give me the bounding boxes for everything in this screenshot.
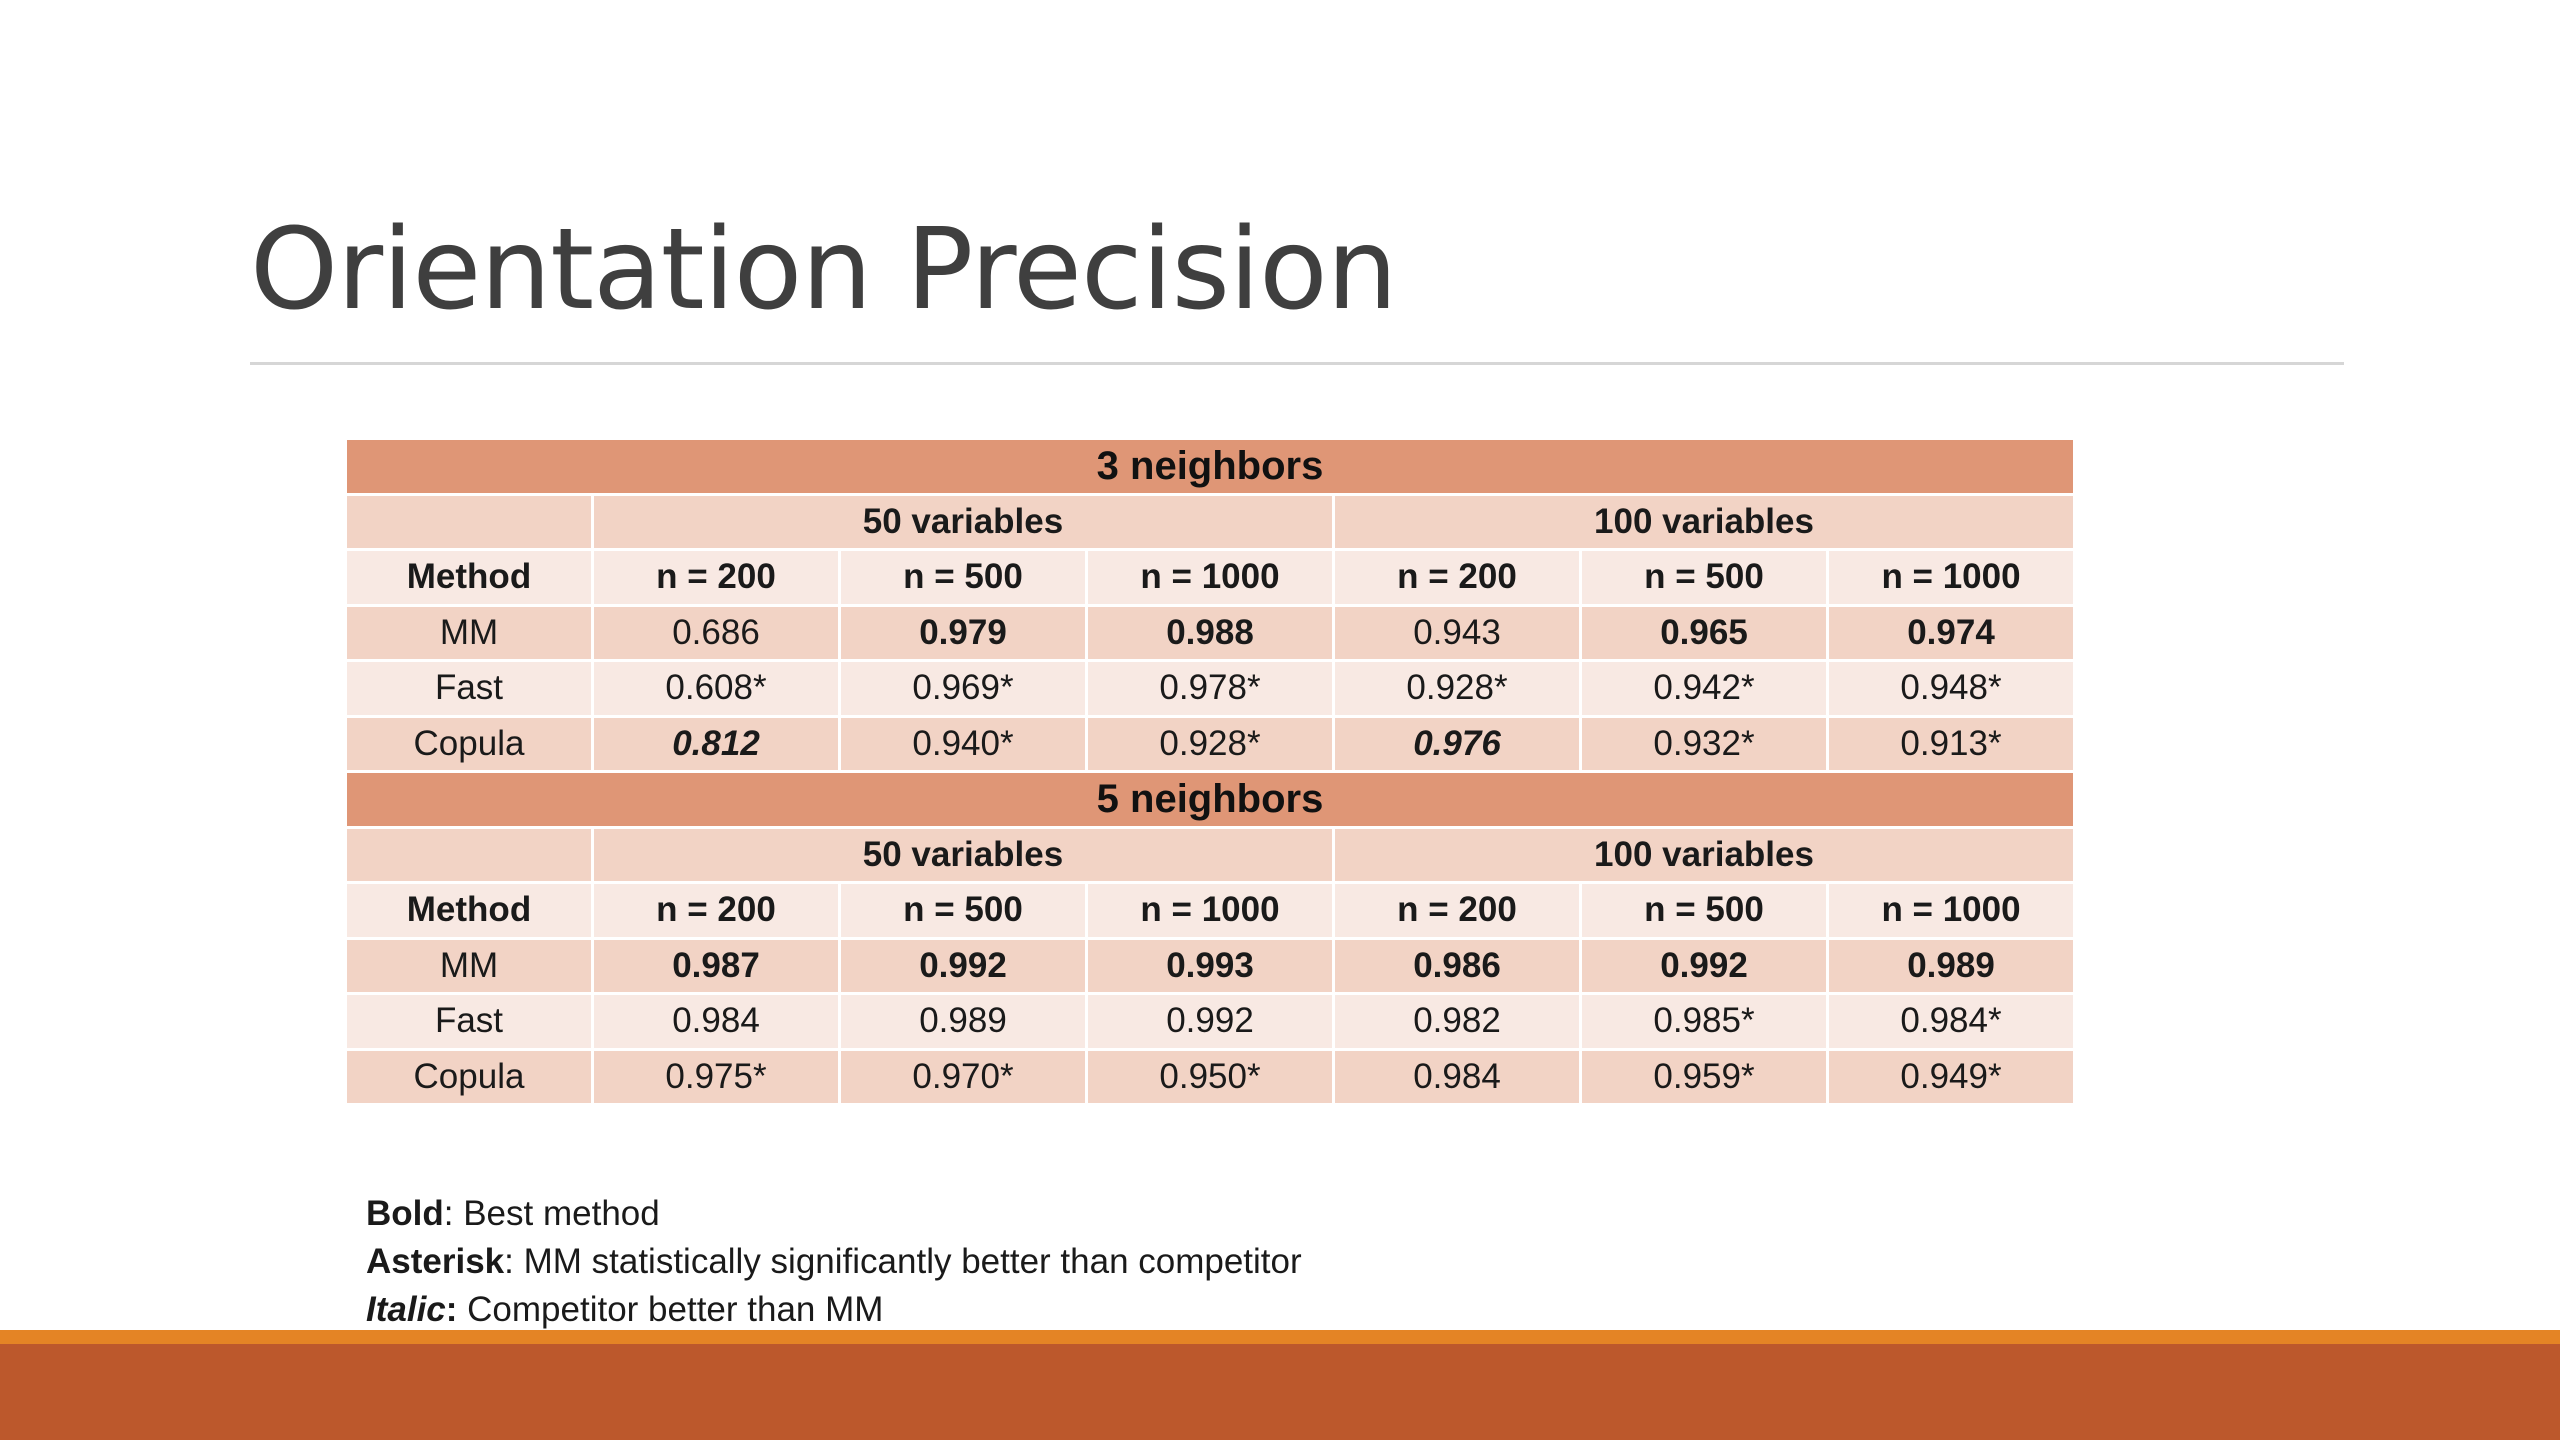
value-cell: 0.949* [1829, 1050, 2074, 1103]
group-header: 100 variables [1335, 828, 2074, 881]
table-row: MM 0.686 0.979 0.988 0.943 0.965 0.974 [347, 606, 2074, 659]
table-row: MM 0.987 0.992 0.993 0.986 0.992 0.989 [347, 939, 2074, 992]
column-header-row: Method n = 200 n = 500 n = 1000 n = 200 … [347, 551, 2074, 604]
value-cell: 0.978* [1088, 662, 1332, 715]
table-row: Copula 0.812 0.940* 0.928* 0.976 0.932* … [347, 717, 2074, 770]
value-cell: 0.959* [1582, 1050, 1826, 1103]
variable-group-row: 50 variables 100 variables [347, 495, 2074, 548]
method-name: Fast [347, 662, 591, 715]
method-header: Method [347, 551, 591, 604]
method-name: Copula [347, 717, 591, 770]
method-header: Method [347, 884, 591, 937]
value-cell: 0.992 [1088, 995, 1332, 1048]
title-divider [250, 362, 2344, 365]
value-cell: 0.986 [1335, 939, 1579, 992]
legend-asterisk-line: Asterisk: MM statistically significantly… [366, 1238, 1302, 1286]
value-cell: 0.979 [841, 606, 1085, 659]
value-cell: 0.942* [1582, 662, 1826, 715]
value-cell: 0.985* [1582, 995, 1826, 1048]
group-header: 50 variables [594, 828, 1332, 881]
value-cell: 0.970* [841, 1050, 1085, 1103]
sample-size-header: n = 1000 [1088, 551, 1332, 604]
sample-size-header: n = 1000 [1829, 884, 2074, 937]
legend: Bold: Best method Asterisk: MM statistic… [366, 1190, 1302, 1334]
value-cell: 0.989 [1829, 939, 2074, 992]
value-cell: 0.984 [594, 995, 838, 1048]
value-cell: 0.686 [594, 606, 838, 659]
results-table: 3 neighbors 50 variables 100 variables M… [344, 437, 2076, 1106]
empty-cell [347, 828, 591, 881]
value-cell: 0.988 [1088, 606, 1332, 659]
method-name: Copula [347, 1050, 591, 1103]
sample-size-header: n = 200 [594, 884, 838, 937]
legend-italic-line: Italic: Competitor better than MM [366, 1286, 1302, 1334]
group-header: 100 variables [1335, 495, 2074, 548]
legend-key: Italic [366, 1290, 446, 1329]
table-row: Copula 0.975* 0.970* 0.950* 0.984 0.959*… [347, 1050, 2074, 1103]
value-cell: 0.928* [1335, 662, 1579, 715]
value-cell: 0.992 [1582, 939, 1826, 992]
footer-accent-stripe [0, 1330, 2560, 1344]
section-title: 3 neighbors [347, 440, 2074, 493]
group-header: 50 variables [594, 495, 1332, 548]
legend-bold-line: Bold: Best method [366, 1190, 1302, 1238]
footer-band [0, 1344, 2560, 1440]
slide-title: Orientation Precision [250, 205, 1398, 335]
sample-size-header: n = 500 [841, 884, 1085, 937]
value-cell: 0.812 [594, 717, 838, 770]
sample-size-header: n = 1000 [1829, 551, 2074, 604]
table-row: Fast 0.608* 0.969* 0.978* 0.928* 0.942* … [347, 662, 2074, 715]
value-cell: 0.950* [1088, 1050, 1332, 1103]
sample-size-header: n = 200 [1335, 884, 1579, 937]
section-title: 5 neighbors [347, 773, 2074, 826]
value-cell: 0.984* [1829, 995, 2074, 1048]
value-cell: 0.975* [594, 1050, 838, 1103]
value-cell: 0.932* [1582, 717, 1826, 770]
sample-size-header: n = 500 [1582, 551, 1826, 604]
value-cell: 0.969* [841, 662, 1085, 715]
column-header-row: Method n = 200 n = 500 n = 1000 n = 200 … [347, 884, 2074, 937]
value-cell: 0.913* [1829, 717, 2074, 770]
value-cell: 0.948* [1829, 662, 2074, 715]
section-header-row: 5 neighbors [347, 773, 2074, 826]
value-cell: 0.976 [1335, 717, 1579, 770]
value-cell: 0.993 [1088, 939, 1332, 992]
value-cell: 0.974 [1829, 606, 2074, 659]
value-cell: 0.984 [1335, 1050, 1579, 1103]
value-cell: 0.608* [594, 662, 838, 715]
value-cell: 0.940* [841, 717, 1085, 770]
legend-key: Bold [366, 1194, 444, 1233]
table-row: Fast 0.984 0.989 0.992 0.982 0.985* 0.98… [347, 995, 2074, 1048]
sample-size-header: n = 500 [1582, 884, 1826, 937]
sample-size-header: n = 200 [1335, 551, 1579, 604]
method-name: MM [347, 606, 591, 659]
empty-cell [347, 495, 591, 548]
section-header-row: 3 neighbors [347, 440, 2074, 493]
variable-group-row: 50 variables 100 variables [347, 828, 2074, 881]
legend-text: : MM statistically significantly better … [504, 1242, 1302, 1281]
value-cell: 0.989 [841, 995, 1085, 1048]
method-name: MM [347, 939, 591, 992]
legend-key: Asterisk [366, 1242, 505, 1281]
legend-text: Competitor better than MM [457, 1290, 884, 1329]
sample-size-header: n = 500 [841, 551, 1085, 604]
value-cell: 0.965 [1582, 606, 1826, 659]
sample-size-header: n = 200 [594, 551, 838, 604]
legend-colon: : [445, 1290, 458, 1329]
legend-text: : Best method [443, 1194, 660, 1233]
value-cell: 0.943 [1335, 606, 1579, 659]
method-name: Fast [347, 995, 591, 1048]
value-cell: 0.992 [841, 939, 1085, 992]
sample-size-header: n = 1000 [1088, 884, 1332, 937]
value-cell: 0.982 [1335, 995, 1579, 1048]
value-cell: 0.987 [594, 939, 838, 992]
value-cell: 0.928* [1088, 717, 1332, 770]
